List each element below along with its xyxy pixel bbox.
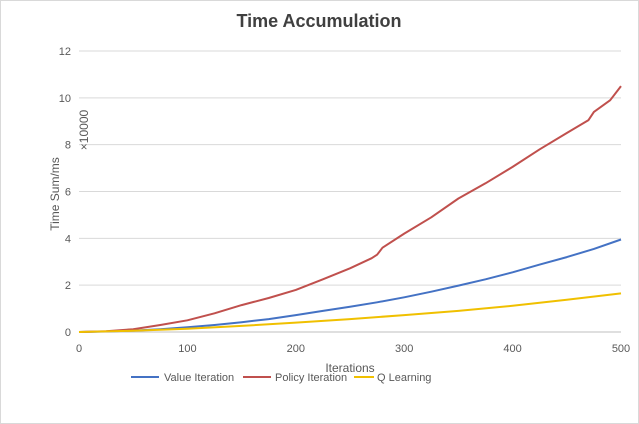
y-tick-label: 6 (65, 187, 71, 199)
chart-title: Time Accumulation (236, 11, 401, 31)
x-tick-label: 500 (612, 343, 630, 355)
y-tick-label: 2 (65, 280, 71, 292)
y-axis-title: Time Sum/ms (48, 157, 62, 231)
legend-label-policy-iteration: Policy Iteration (275, 372, 347, 384)
y-tick-label: 12 (59, 46, 71, 58)
x-axis-title: Iterations (325, 361, 374, 375)
y-multiplier-label: ×10000 (77, 109, 91, 150)
y-tick-label: 8 (65, 140, 71, 152)
series-lines (78, 85, 622, 333)
y-tick-label: 10 (59, 93, 71, 105)
x-tick-label: 0 (76, 343, 82, 355)
series-line-q-learning (78, 292, 622, 333)
series-line-policy-iteration (78, 85, 622, 333)
x-tick-label: 300 (395, 343, 413, 355)
legend-label-value-iteration: Value Iteration (164, 372, 234, 384)
legend-label-q-learning: Q Learning (377, 372, 431, 384)
x-tick-labels: 0 100 200 300 400 500 (76, 343, 630, 355)
x-tick-label: 400 (503, 343, 521, 355)
x-tick-label: 100 (178, 343, 196, 355)
y-tick-labels: 0 2 4 6 8 10 12 (59, 46, 71, 339)
y-tick-label: 4 (65, 233, 71, 245)
x-tick-label: 200 (287, 343, 305, 355)
gridlines (79, 50, 621, 333)
y-tick-label: 0 (65, 327, 71, 339)
legend: Value Iteration Policy Iteration Q Learn… (131, 372, 431, 384)
